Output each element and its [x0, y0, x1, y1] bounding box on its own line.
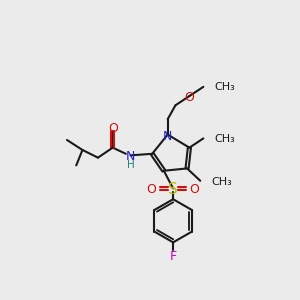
- Text: CH₃: CH₃: [214, 82, 235, 92]
- Text: O: O: [146, 184, 156, 196]
- Text: O: O: [189, 184, 199, 196]
- Text: CH₃: CH₃: [211, 177, 232, 187]
- Text: O: O: [184, 91, 194, 104]
- Text: H: H: [128, 160, 135, 170]
- Text: O: O: [109, 122, 118, 135]
- Text: N: N: [126, 150, 135, 163]
- Text: N: N: [163, 130, 172, 142]
- Text: S: S: [168, 182, 178, 197]
- Text: CH₃: CH₃: [214, 134, 235, 144]
- Text: F: F: [169, 250, 177, 263]
